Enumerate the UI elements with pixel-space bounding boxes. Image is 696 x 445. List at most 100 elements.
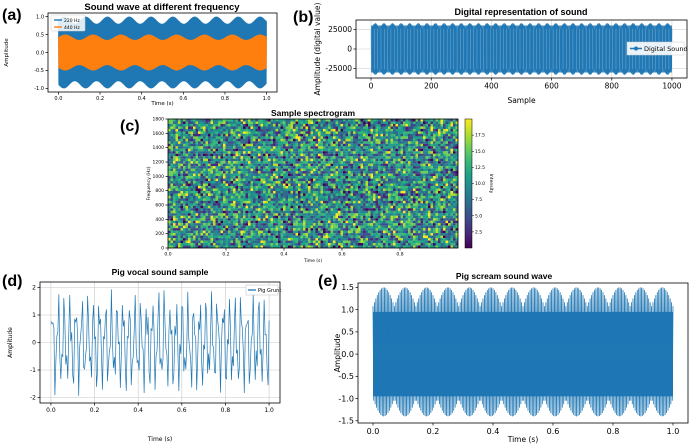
heatmap-cell — [290, 208, 294, 211]
heatmap-cell — [288, 168, 291, 172]
heatmap-cell — [270, 203, 274, 206]
heatmap-cell — [450, 131, 454, 134]
heatmap-cell — [258, 188, 261, 192]
heatmap-cell — [370, 168, 374, 172]
heatmap-cell — [383, 119, 386, 122]
heatmap-cell — [213, 213, 216, 216]
heatmap-cell — [450, 161, 454, 164]
heatmap-cell — [323, 193, 326, 196]
heatmap-cell — [168, 146, 171, 149]
heatmap-cell — [273, 153, 276, 157]
heatmap-cell — [383, 210, 386, 214]
heatmap-cell — [393, 131, 396, 134]
heatmap-cell — [225, 198, 229, 201]
heatmap-cell — [213, 133, 216, 137]
heatmap-cell — [205, 121, 209, 125]
heatmap-cell — [353, 188, 356, 192]
heatmap-cell — [380, 208, 384, 211]
heatmap-cell — [265, 119, 269, 122]
heatmap-cell — [283, 171, 286, 174]
heatmap-cell — [178, 166, 181, 169]
heatmap-cell — [430, 193, 434, 196]
heatmap-cell — [343, 185, 346, 189]
heatmap-cell — [420, 146, 424, 149]
heatmap-cell — [200, 156, 204, 159]
heatmap-cell — [278, 136, 281, 139]
heatmap-cell — [288, 220, 291, 224]
heatmap-cell — [295, 166, 299, 169]
heatmap-cell — [228, 195, 231, 199]
heatmap-cell — [248, 198, 251, 201]
heatmap-cell — [323, 131, 326, 134]
heatmap-cell — [415, 171, 419, 174]
heatmap-cell — [235, 215, 239, 219]
heatmap-cell — [290, 121, 294, 125]
heatmap-cell — [195, 208, 199, 211]
heatmap-cell — [175, 123, 179, 127]
heatmap-cell — [453, 200, 456, 204]
heatmap-cell — [363, 131, 366, 134]
heatmap-cell — [185, 218, 189, 221]
heatmap-cell — [180, 218, 184, 221]
heatmap-cell — [258, 128, 261, 132]
heatmap-cell — [455, 205, 459, 209]
x-tick-label: 0.6 — [179, 96, 187, 102]
heatmap-cell — [225, 220, 229, 224]
heatmap-cell — [240, 208, 244, 211]
heatmap-cell — [343, 128, 346, 132]
heatmap-cell — [350, 121, 354, 125]
heatmap-cell — [378, 171, 381, 174]
heatmap-cell — [205, 185, 209, 189]
heatmap-cell — [453, 176, 456, 179]
heatmap-cell — [298, 205, 301, 209]
heatmap-cell — [363, 218, 366, 221]
heatmap-cell — [325, 220, 329, 224]
heatmap-cell — [190, 153, 194, 157]
heatmap-cell — [230, 188, 234, 192]
heatmap-cell — [205, 198, 209, 201]
heatmap-cell — [200, 185, 204, 189]
heatmap-cell — [385, 210, 389, 214]
heatmap-cell — [358, 213, 361, 216]
heatmap-cell — [390, 163, 394, 167]
heatmap-cell — [425, 119, 429, 122]
heatmap-cell — [300, 146, 304, 149]
heatmap-cell — [428, 168, 431, 172]
heatmap-cell — [418, 198, 421, 201]
heatmap-cell — [313, 138, 316, 142]
heatmap-cell — [440, 178, 444, 182]
heatmap-cell — [365, 143, 369, 147]
heatmap-cell — [220, 153, 224, 157]
heatmap-cell — [353, 178, 356, 182]
heatmap-cell — [298, 208, 301, 211]
heatmap-cell — [240, 148, 244, 152]
heatmap-cell — [438, 195, 441, 199]
heatmap-cell — [408, 203, 411, 206]
heatmap-cell — [408, 173, 411, 177]
heatmap-cell — [378, 163, 381, 167]
heatmap-cell — [320, 166, 324, 169]
heatmap-cell — [343, 220, 346, 224]
heatmap-cell — [255, 185, 259, 189]
heatmap-cell — [293, 143, 296, 147]
heatmap-cell — [308, 119, 311, 122]
heatmap-cell — [443, 138, 446, 142]
heatmap-cell — [245, 215, 249, 219]
heatmap-cell — [388, 218, 391, 221]
heatmap-cell — [260, 173, 264, 177]
heatmap-cell — [400, 168, 404, 172]
heatmap-cell — [408, 156, 411, 159]
heatmap-cell — [270, 200, 274, 204]
heatmap-cell — [173, 200, 176, 204]
chart-title: Sound wave at different frequency — [84, 2, 240, 13]
heatmap-cell — [313, 176, 316, 179]
heatmap-cell — [308, 208, 311, 211]
heatmap-cell — [220, 128, 224, 132]
heatmap-cell — [275, 156, 279, 159]
heatmap-cell — [350, 190, 354, 194]
x-tick-label: 0.4 — [138, 96, 146, 102]
heatmap-cell — [430, 121, 434, 125]
heatmap-cell — [443, 153, 446, 157]
heatmap-cell — [398, 148, 401, 152]
heatmap-cell — [273, 123, 276, 127]
